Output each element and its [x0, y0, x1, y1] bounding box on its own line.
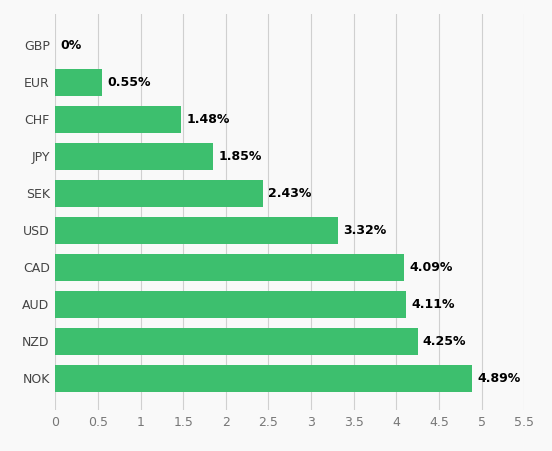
Bar [55, 69, 102, 97]
Bar [55, 179, 263, 207]
Text: 4.89%: 4.89% [477, 372, 521, 385]
Text: 4.09%: 4.09% [409, 261, 453, 274]
Text: 0%: 0% [60, 39, 82, 52]
Text: 0.55%: 0.55% [107, 76, 151, 89]
Text: 4.25%: 4.25% [423, 335, 466, 348]
Bar [55, 364, 473, 392]
Bar [55, 216, 338, 244]
Bar [55, 106, 182, 133]
Text: 1.85%: 1.85% [218, 150, 262, 163]
Text: 2.43%: 2.43% [268, 187, 311, 200]
Text: 4.11%: 4.11% [411, 298, 454, 311]
Bar [55, 143, 213, 170]
Bar [55, 327, 418, 355]
Text: 3.32%: 3.32% [343, 224, 387, 237]
Text: 1.48%: 1.48% [187, 113, 230, 126]
Bar [55, 290, 406, 318]
Bar [55, 253, 404, 281]
